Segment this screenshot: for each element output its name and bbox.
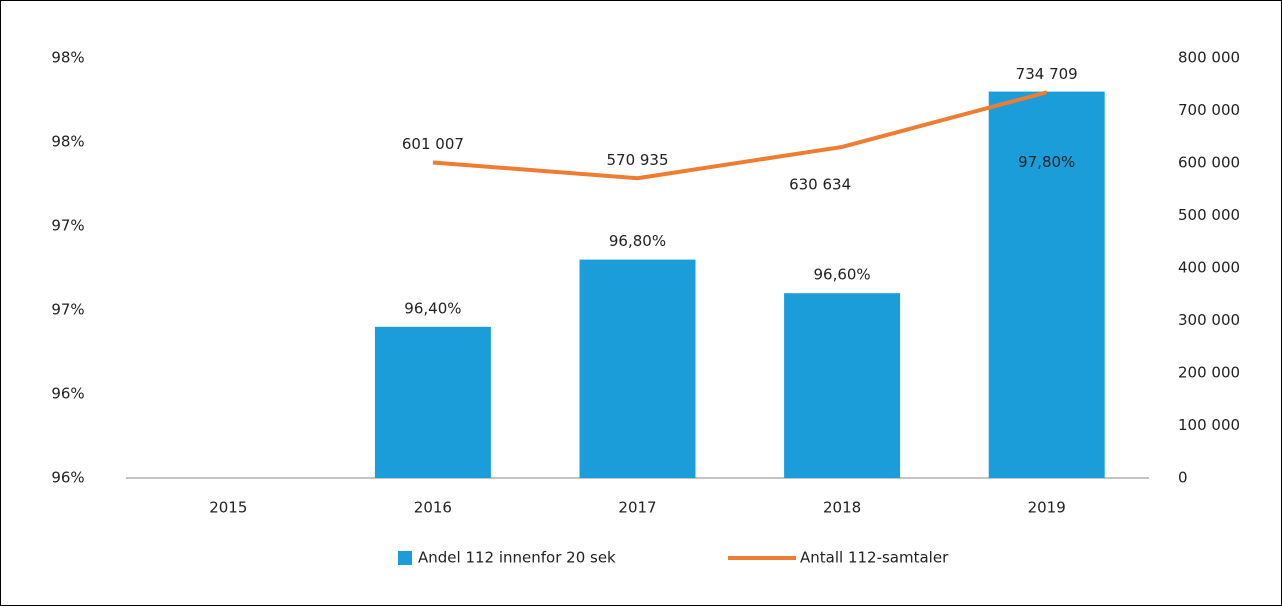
- legend-label: Andel 112 innenfor 20 sek: [418, 549, 616, 567]
- line-value-label: 570 935: [606, 151, 668, 169]
- legend-swatch: [398, 551, 412, 565]
- x-tick-label: 2017: [618, 499, 656, 517]
- y-tick-label: 97%: [51, 217, 84, 235]
- x-tick-label: 2016: [414, 499, 452, 517]
- y-tick-label: 98%: [51, 133, 84, 151]
- y2-tick-label: 500 000: [1178, 206, 1240, 224]
- bar-value-label: 96,80%: [609, 232, 666, 250]
- line-value-label: 601 007: [402, 135, 464, 153]
- legend-label: Antall 112-samtaler: [800, 549, 949, 567]
- y2-tick-label: 100 000: [1178, 416, 1240, 434]
- y2-tick-label: 0: [1178, 469, 1188, 487]
- y2-tick-label: 200 000: [1178, 364, 1240, 382]
- bar-value-label: 97,80%: [1018, 153, 1075, 171]
- bar: [374, 326, 491, 478]
- y2-tick-label: 300 000: [1178, 311, 1240, 329]
- bar: [784, 293, 901, 478]
- y2-tick-label: 800 000: [1178, 49, 1240, 67]
- bar: [988, 91, 1105, 478]
- y-tick-label: 96%: [51, 385, 84, 403]
- y2-tick-label: 400 000: [1178, 259, 1240, 277]
- y-tick-label: 98%: [51, 49, 84, 67]
- x-tick-label: 2019: [1028, 499, 1066, 517]
- bar: [579, 259, 696, 478]
- y2-tick-label: 700 000: [1178, 101, 1240, 119]
- y2-tick-label: 600 000: [1178, 154, 1240, 172]
- bar-value-label: 96,40%: [404, 299, 461, 317]
- bar-value-label: 96,60%: [813, 266, 870, 284]
- y-tick-label: 96%: [51, 469, 84, 487]
- line-value-label: 734 709: [1016, 65, 1078, 83]
- y-tick-label: 97%: [51, 301, 84, 319]
- line-value-label: 630 634: [789, 175, 851, 193]
- x-tick-label: 2015: [209, 499, 247, 517]
- line: [432, 90, 1048, 181]
- x-tick-label: 2018: [823, 499, 861, 517]
